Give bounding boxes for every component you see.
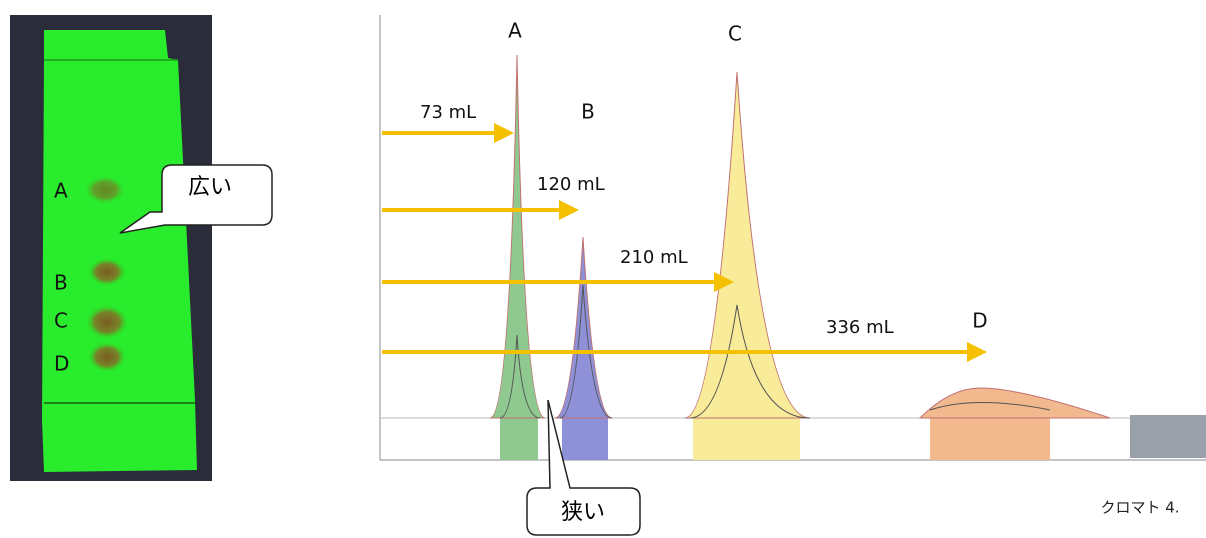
- volume-label: 210 mL: [620, 247, 688, 268]
- spot: [86, 305, 128, 339]
- callout: [526, 399, 641, 536]
- caption: クロマト 4.: [1100, 499, 1179, 517]
- spot: [88, 258, 126, 286]
- volume-label: 336 mL: [826, 317, 894, 338]
- tlc-plate: A B C D 広い: [10, 15, 273, 481]
- peak: [918, 387, 1111, 419]
- callout: [119, 164, 273, 234]
- spot: [85, 176, 125, 204]
- peak-label: C: [728, 22, 742, 46]
- fraction: [693, 418, 800, 460]
- peak-label: A: [508, 19, 522, 43]
- fraction: [1130, 415, 1206, 458]
- spot-label: B: [54, 271, 68, 295]
- spot: [88, 342, 126, 372]
- callout-text: 広い: [188, 175, 232, 200]
- trace: [499, 284, 1051, 419]
- spot-label: C: [54, 309, 68, 333]
- fraction: [930, 418, 1050, 460]
- volume-label: 120 mL: [537, 174, 605, 195]
- peak: [489, 54, 546, 419]
- peak: [554, 236, 613, 419]
- plate: [42, 30, 197, 472]
- volume-label: 73 mL: [420, 102, 476, 123]
- chromatogram: A B C D 73 mL 120 mL 210 mL 336 mL 狭い: [379, 15, 1206, 536]
- peak-label: B: [581, 100, 595, 124]
- spot-label: D: [54, 352, 69, 376]
- spot-label: A: [54, 179, 68, 203]
- fraction: [500, 418, 538, 460]
- fraction: [562, 418, 608, 460]
- peak-label: D: [972, 309, 987, 333]
- peak: [684, 71, 811, 419]
- callout-text: 狭い: [561, 500, 605, 525]
